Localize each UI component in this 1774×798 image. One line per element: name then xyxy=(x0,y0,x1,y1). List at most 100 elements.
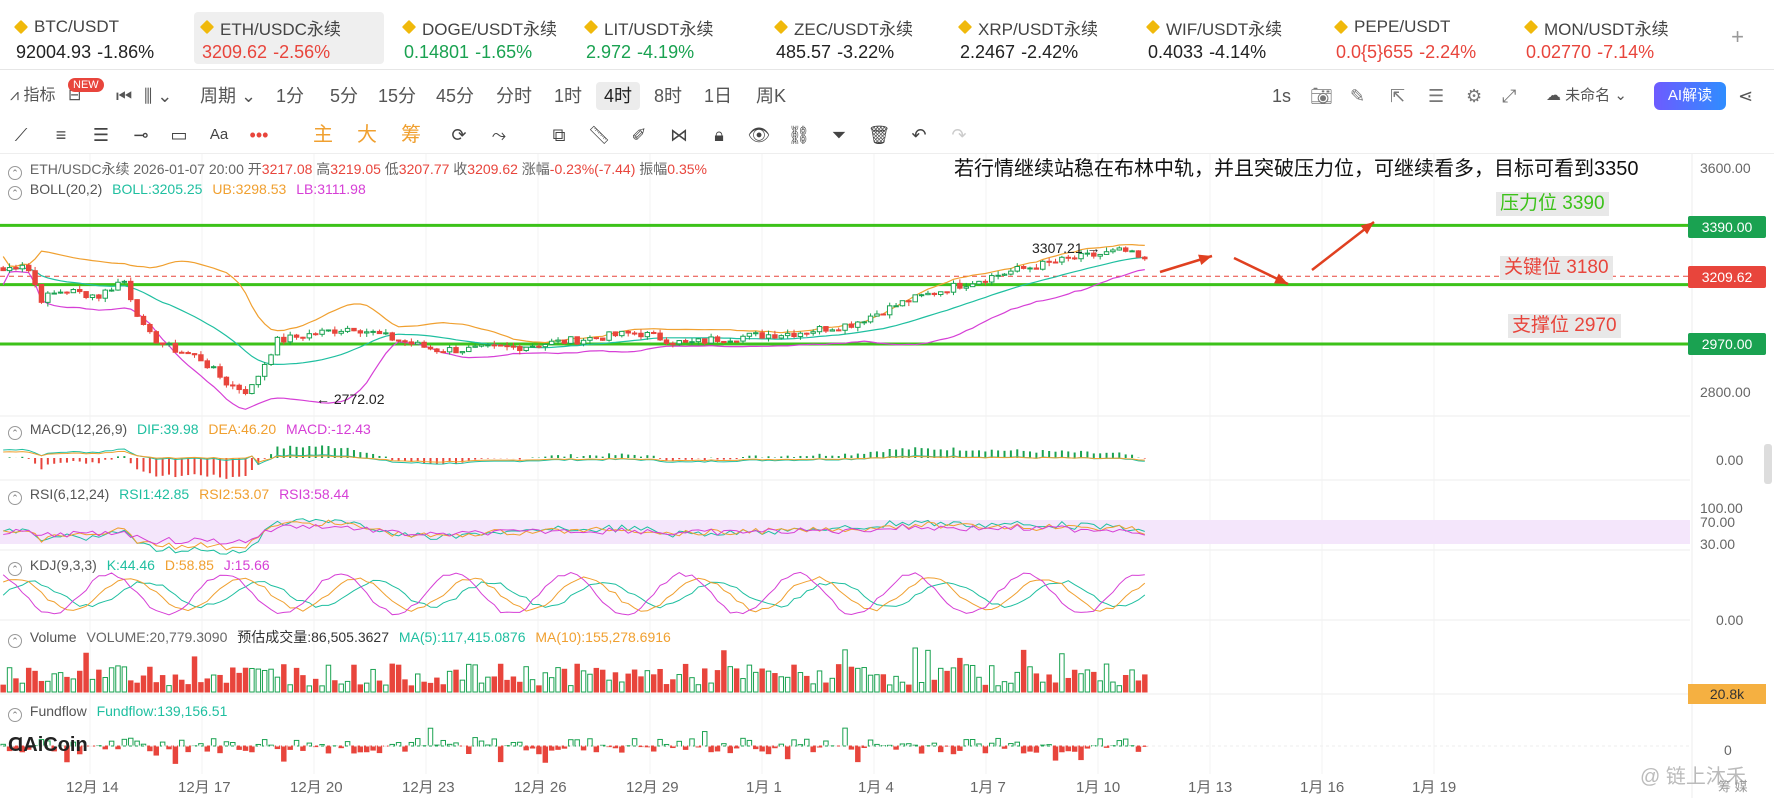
drawing-toolbar: ⟋ ≡ ☰ ⊸ ▭ Aa ••• 主 大 筹 ⟳ ⤳ ⧉ 📏︎ ✐ ⋈ 🔒︎ 👁… xyxy=(0,118,1774,154)
replay-icon[interactable]: ⏮ xyxy=(116,86,133,106)
add-ticker-icon[interactable]: + xyxy=(1731,24,1744,49)
fundflow-bar xyxy=(784,745,791,760)
fundflow-bar xyxy=(134,740,140,747)
ticker-item[interactable]: PEPE/USDT 0.0{5}655 -2.24% xyxy=(1328,12,1484,64)
ticker-item[interactable]: LIT/USDT永续 2.972 -4.19% xyxy=(578,12,722,64)
ticker-item[interactable]: ETH/USDC永续 3209.62 -2.56% xyxy=(194,12,384,64)
horizontal-lines-icon[interactable]: ☰ xyxy=(92,125,110,145)
watermark: @ 链上沐禾 xyxy=(1640,766,1746,788)
price-axis-label: 2800.00 xyxy=(1700,384,1751,400)
collapse-icon[interactable]: ⌃ xyxy=(8,186,22,200)
high-label: 高 xyxy=(316,161,331,177)
volume-bar xyxy=(797,672,804,693)
period-option[interactable]: 分时 xyxy=(496,86,532,106)
volume-bar xyxy=(593,667,600,693)
layout-name-dropdown[interactable]: ☁ 未命名 ⌄ xyxy=(1546,87,1627,104)
candle-body xyxy=(236,384,242,391)
ticker-item[interactable]: DOGE/USDT永续 0.14801 -1.65% xyxy=(396,12,565,64)
pattern-tool-icon[interactable]: ⤳ xyxy=(491,125,507,145)
brush-icon[interactable]: ✐ xyxy=(631,125,647,145)
period-option[interactable]: 1时 xyxy=(554,86,583,106)
period-option[interactable]: 5分 xyxy=(330,86,359,106)
fundflow-bar xyxy=(172,745,179,764)
share-chart-icon[interactable]: ⇱ xyxy=(1390,86,1406,106)
chart-area[interactable] xyxy=(0,154,1774,798)
fundflow-bar xyxy=(682,745,689,750)
candle-body xyxy=(523,346,529,352)
period-option[interactable]: 8时 xyxy=(654,86,683,106)
camera-icon[interactable]: 📷︎ xyxy=(1310,86,1333,106)
ai-analysis-button[interactable]: AI解读 xyxy=(1654,82,1726,110)
rsi-axis-label: 30.00 xyxy=(1700,536,1736,552)
parallel-lines-icon[interactable]: ≡ xyxy=(55,125,67,145)
settings-icon[interactable]: ⚙ xyxy=(1466,86,1483,106)
candle-body xyxy=(714,336,721,342)
period-option[interactable]: 45分 xyxy=(436,86,475,106)
ticker-item[interactable]: WIF/USDT永续 0.4033 -4.14% xyxy=(1140,12,1290,64)
horizontal-ray-icon[interactable]: ⊸ xyxy=(133,125,149,145)
filter-icon[interactable]: ⏷ xyxy=(831,125,847,145)
fundflow-bar xyxy=(159,741,166,747)
share-icon[interactable]: ⋖ xyxy=(1738,86,1754,106)
fundflow-bar xyxy=(746,739,753,747)
lock-icon[interactable]: 🔒︎ xyxy=(714,125,724,145)
ticker-item[interactable]: ZEC/USDT永续 485.57 -3.22% xyxy=(768,12,921,64)
period-option[interactable]: 周K xyxy=(756,86,787,106)
corner-tabs[interactable]: 筹 媒 xyxy=(1718,779,1748,794)
chip-distribution-toggle[interactable]: 筹 xyxy=(401,124,421,146)
candle-body xyxy=(1071,257,1078,260)
eye-icon[interactable]: 👁︎ xyxy=(747,125,771,145)
fullscreen-icon[interactable]: ⤢ xyxy=(1502,86,1517,106)
close-value: 3209.62 xyxy=(467,161,518,177)
big-order-toggle[interactable]: 大 xyxy=(357,124,377,146)
period-option[interactable]: 15分 xyxy=(378,86,417,106)
volume-bar xyxy=(357,684,364,693)
more-tools-icon[interactable]: ••• xyxy=(249,125,269,145)
fundflow-bar xyxy=(580,745,587,751)
layout-name-label: 未命名 xyxy=(1565,87,1611,104)
exchange-icon xyxy=(583,19,599,35)
ticker-price: 92004.93 xyxy=(16,42,92,62)
ruler-icon[interactable]: 📏︎ xyxy=(587,125,611,145)
collapse-icon[interactable]: ⌃ xyxy=(8,166,22,180)
period-option[interactable]: 1分 xyxy=(276,86,305,106)
collapse-icon[interactable]: ⌃ xyxy=(8,426,22,440)
main-chart-toggle[interactable]: 主 xyxy=(313,124,333,146)
ticker-item[interactable]: MON/USDT永续 0.02770 -7.14% xyxy=(1518,12,1677,64)
magnet-icon[interactable]: ⋈ xyxy=(670,125,688,145)
text-tool-icon[interactable]: Aa xyxy=(209,126,229,143)
link-icon[interactable]: ⛓︎ xyxy=(787,125,811,145)
period-option[interactable]: 1日 xyxy=(704,86,733,106)
collapse-icon[interactable]: ⌃ xyxy=(8,708,22,722)
candle-body xyxy=(587,337,593,341)
collapse-icon[interactable]: ⌃ xyxy=(8,491,22,505)
ticker-item[interactable]: BTC/USDT 92004.93 -1.86% xyxy=(8,12,162,64)
list-icon[interactable]: ☰ xyxy=(1428,86,1445,106)
ticker-symbol: ETH/USDC永续 xyxy=(220,19,341,39)
trash-icon[interactable]: 🗑︎ xyxy=(867,125,891,145)
kdj-d: D:58.85 xyxy=(164,557,214,573)
period-option[interactable]: 4时 xyxy=(596,82,641,110)
trendline-tool-icon[interactable]: ⟋ xyxy=(14,125,28,145)
scroll-handle[interactable] xyxy=(1764,444,1772,484)
candle-body xyxy=(695,338,702,343)
rectangle-tool-icon[interactable]: ▭ xyxy=(170,125,188,145)
collapse-icon[interactable]: ⌃ xyxy=(8,562,22,576)
indicators-button[interactable]: ⩘ 指标 ⊟ NEW xyxy=(10,78,104,110)
redo-icon[interactable]: ↷ xyxy=(951,125,967,145)
sync-icon[interactable]: ⟳ xyxy=(451,125,467,145)
ticker-item[interactable]: XRP/USDT永续 2.2467 -2.42% xyxy=(952,12,1106,64)
collapse-icon[interactable]: ⌃ xyxy=(8,634,22,648)
candle-body xyxy=(293,334,300,338)
fundflow-bar xyxy=(223,741,230,747)
pencil-icon[interactable]: ✎ xyxy=(1350,86,1366,106)
candle-type-icon[interactable]: ⫼ ⌄ xyxy=(144,86,173,106)
volume-bar xyxy=(249,667,255,693)
period-dropdown[interactable]: 周期 ⌄ xyxy=(200,86,257,106)
candle-body xyxy=(351,327,357,332)
candle-body xyxy=(96,294,102,299)
candle-body xyxy=(89,294,96,299)
undo-icon[interactable]: ↶ xyxy=(911,125,927,145)
interval-button[interactable]: 1s xyxy=(1272,86,1292,106)
copy-icon[interactable]: ⧉ xyxy=(552,125,566,145)
